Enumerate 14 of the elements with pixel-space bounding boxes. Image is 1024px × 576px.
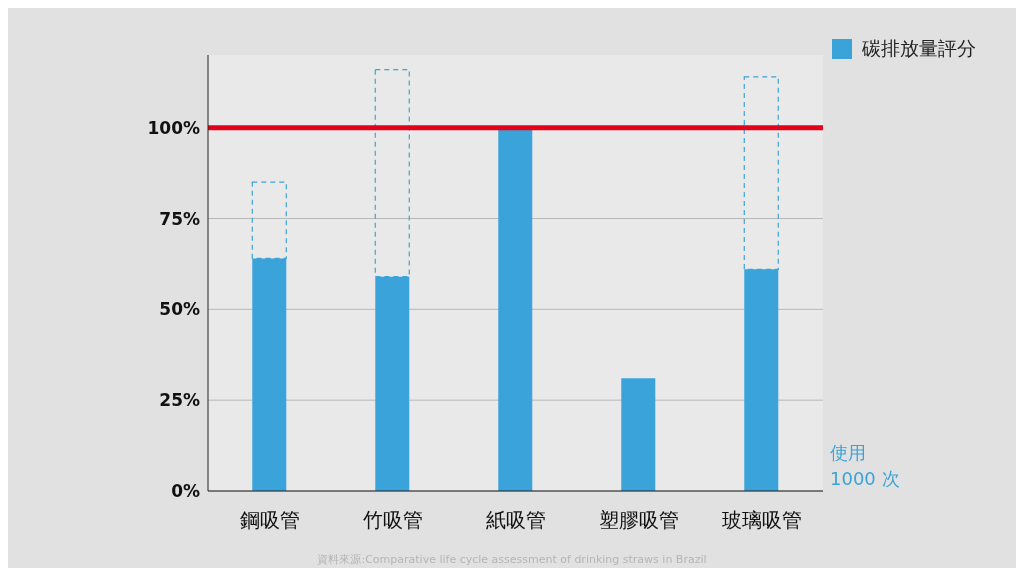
x-tick-label: 竹吸管: [362, 508, 423, 533]
x-tick-label: 鋼吸管: [239, 508, 300, 533]
x-tick-label: 紙吸管: [485, 508, 546, 533]
y-tick-label: 25%: [159, 390, 200, 411]
x-tick-label: 玻璃吸管: [721, 508, 802, 533]
bar: [498, 127, 533, 491]
x-tick-label: 塑膠吸管: [598, 508, 679, 533]
y-tick-label: 50%: [159, 299, 200, 320]
y-tick-label: 75%: [159, 208, 200, 229]
y-tick-label: 100%: [147, 117, 200, 138]
text: 使用 1000 次: [830, 441, 900, 491]
y-tick-label: 0%: [171, 481, 200, 502]
legend-label: 碳排放量評分: [862, 36, 976, 61]
bar: [621, 378, 656, 491]
